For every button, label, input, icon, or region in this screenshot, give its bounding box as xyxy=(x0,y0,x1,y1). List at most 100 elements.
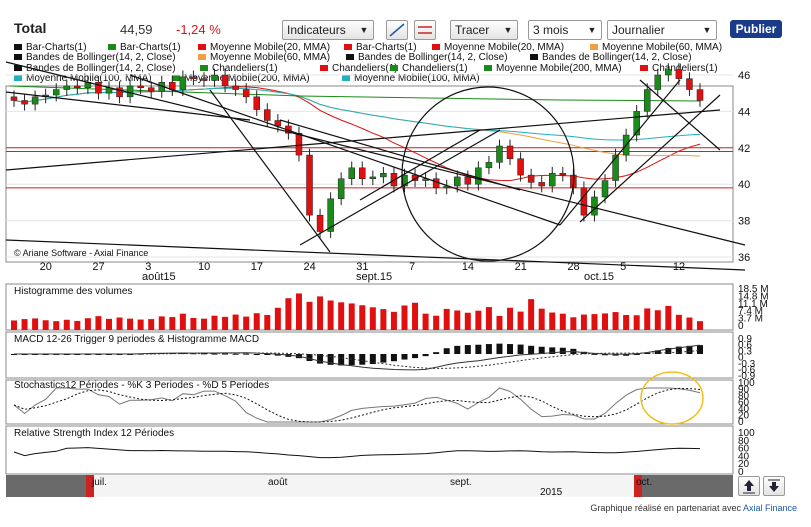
period-value: 3 mois xyxy=(533,23,569,37)
macd-tick-label: 0.6 xyxy=(738,340,752,351)
tracer-dropdown[interactable]: Tracer ▼ xyxy=(450,20,518,40)
candle-body xyxy=(337,178,345,200)
macd-histogram-bar xyxy=(633,354,640,356)
macd-tick-label: 0.3 xyxy=(738,346,752,357)
horizontal-lines-icon xyxy=(418,26,432,34)
publish-button[interactable]: Publier xyxy=(730,20,782,38)
volume-bar xyxy=(665,305,672,330)
rsi-tick-label: 0 xyxy=(738,467,744,478)
macd-signal-line xyxy=(14,349,701,369)
legend-swatch xyxy=(346,54,354,60)
macd-histogram-bar xyxy=(222,353,229,355)
volume-bar xyxy=(169,317,176,330)
stochastic-tick-label: 40 xyxy=(738,404,750,415)
legend-entry: Moyenne Mobile(60, MMA) xyxy=(210,52,330,63)
drawn-trendline xyxy=(5,91,251,121)
scroll-down-button[interactable] xyxy=(763,476,785,496)
candle-body xyxy=(527,174,535,183)
volume-bar xyxy=(53,321,60,330)
candle-body xyxy=(654,74,662,90)
macd-histogram-bar xyxy=(665,347,672,354)
legend-entry: Bar-Charts(1) xyxy=(120,42,181,53)
trendline-tool-button[interactable] xyxy=(386,20,408,40)
macd-histogram-bar xyxy=(359,354,366,365)
chevron-down-icon: ▼ xyxy=(503,25,513,35)
legend-swatch xyxy=(342,75,350,81)
indicators-dropdown[interactable]: Indicateurs ▼ xyxy=(282,20,374,40)
volume-bar xyxy=(359,305,366,330)
volume-bar xyxy=(538,308,545,330)
navigator-month-label: juil. xyxy=(91,477,107,488)
volume-bar xyxy=(496,315,503,330)
candle-body xyxy=(147,87,155,92)
chevron-down-icon: ▼ xyxy=(702,25,712,35)
legend-entry: Bandes de Bollinger(14, 2, Close) xyxy=(26,63,176,74)
candle-body xyxy=(31,96,39,105)
candle-body xyxy=(10,96,18,101)
macd-histogram-bar xyxy=(675,346,682,354)
price-tick-label: 38 xyxy=(738,216,750,228)
price-change: -1,24 % xyxy=(176,22,221,37)
footer-brand-link[interactable]: Axial Finance xyxy=(742,503,797,513)
legend-swatch xyxy=(198,44,206,50)
price-panel: 36 38 40 42 44 46 20 27 3 10 17 24 31 7 14 21 28 5 12 août1… xyxy=(5,61,750,283)
frequency-select[interactable]: Journalier ▼ xyxy=(607,20,717,40)
day-tick-label: 14 xyxy=(462,261,474,273)
month-label: août15 xyxy=(142,271,176,283)
volume-bar xyxy=(675,314,682,330)
price-tick-label: 44 xyxy=(738,106,750,118)
stock-chart: Bar-Charts(1) Bar-Charts(1) Moyenne Mobile… xyxy=(5,42,769,498)
volume-bar xyxy=(348,303,355,330)
tracer-label: Tracer xyxy=(455,23,490,37)
macd-tick-label: -0.3 xyxy=(738,359,756,370)
macd-histogram-bar xyxy=(443,348,450,354)
candle-body xyxy=(327,198,334,232)
macd-histogram-bar xyxy=(549,347,556,354)
circle-annotation xyxy=(401,86,575,262)
rsi-tick-label: 20 xyxy=(738,459,750,470)
legend-swatch xyxy=(640,65,648,71)
horizontal-line-tool-button[interactable] xyxy=(414,20,436,40)
candle-body xyxy=(548,173,556,187)
legend-entry: Bandes de Bollinger(14, 2, Close) xyxy=(26,52,176,63)
scroll-up-button[interactable] xyxy=(738,476,760,496)
watermark: © Ariane Software - Axial Finance xyxy=(14,248,148,258)
volume-bar xyxy=(507,307,514,330)
legend-swatch xyxy=(108,44,116,50)
macd-histogram-bar xyxy=(591,353,598,355)
macd-histogram-bar xyxy=(528,345,535,354)
navigator-month-label: oct. xyxy=(636,477,652,488)
day-tick-label: 24 xyxy=(304,261,316,273)
drawn-trendline xyxy=(279,119,521,191)
volume-bar xyxy=(327,300,334,330)
macd-histogram-bar xyxy=(623,354,630,356)
volume-bar xyxy=(116,317,123,330)
drawn-trendline xyxy=(359,129,481,201)
navigator-panel[interactable]: juil. août sept. oct. 2015 xyxy=(6,475,733,498)
candle-body xyxy=(686,78,693,90)
volume-bar xyxy=(74,320,81,330)
rsi-frame xyxy=(5,425,734,475)
macd-histogram-bar xyxy=(390,354,397,362)
volume-bar xyxy=(11,320,17,330)
legend-swatch xyxy=(14,54,22,60)
drawn-trendline xyxy=(639,79,721,151)
legend-swatch xyxy=(484,65,492,71)
day-tick-label: 28 xyxy=(567,261,579,273)
stochastic-frame xyxy=(5,379,734,425)
volume-tick-label: 11.1 M xyxy=(738,299,768,310)
legend-swatch xyxy=(590,44,598,50)
candle-body xyxy=(369,176,377,179)
volume-bar xyxy=(84,318,91,330)
macd-histogram-bar xyxy=(401,354,408,360)
period-select[interactable]: 3 mois ▼ xyxy=(528,20,602,40)
macd-histogram-bar xyxy=(338,354,345,366)
macd-panel-title: MACD 12-26 Trigger 9 periodes & Histogra… xyxy=(14,334,259,345)
stochastic-tick-label: 60 xyxy=(738,398,750,409)
price-tick-label: 46 xyxy=(738,70,750,82)
volume-tick-label: 7.4 M xyxy=(738,306,763,317)
legend-entry: Bandes de Bollinger(14, 2, Close) xyxy=(542,52,692,63)
volume-bar xyxy=(285,298,292,330)
drawn-trendline xyxy=(129,74,561,226)
day-tick-label: 17 xyxy=(251,261,263,273)
